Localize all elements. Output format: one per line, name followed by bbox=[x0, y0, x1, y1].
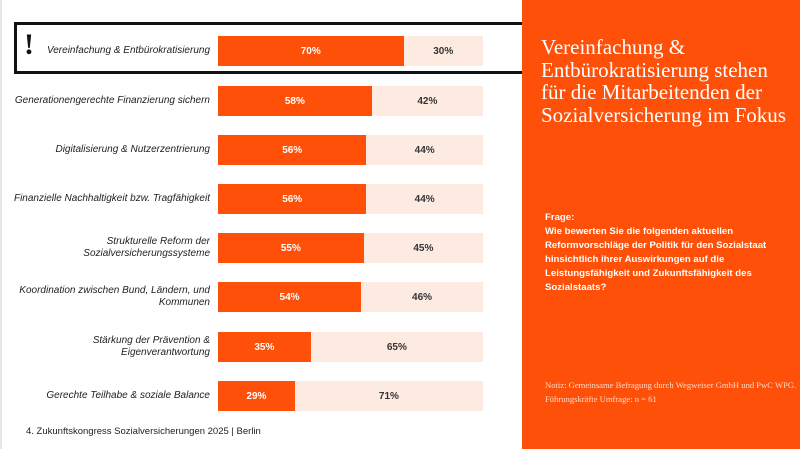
category-label: Vereinfachung & Entbürokratisierung bbox=[46, 44, 210, 56]
stacked-bar: 54% 46% bbox=[218, 282, 483, 312]
bar-segment-primary: 56% bbox=[218, 184, 367, 214]
stacked-bar: 58% 42% bbox=[218, 86, 483, 116]
category-label: Koordination zwischen Bund, Ländern, und… bbox=[19, 284, 210, 309]
category-label: Gerechte Teilhabe & soziale Balance bbox=[46, 389, 210, 401]
category-label: Strukturelle Reform der Sozialversicheru… bbox=[83, 235, 210, 260]
bar-segment-primary: 54% bbox=[218, 282, 362, 312]
info-panel: Vereinfachung & Entbürokratisierung steh… bbox=[522, 0, 800, 449]
bar-segment-secondary: 45% bbox=[363, 233, 483, 263]
bar-row: Finanzielle Nachhaltigkeit bzw. Tragfähi… bbox=[2, 183, 524, 215]
bar-row: Generationengerechte Finanzierung sicher… bbox=[2, 85, 524, 117]
note-text: Notiz: Gemeinsame Befragung durch Wegwei… bbox=[545, 380, 797, 404]
bar-row: Digitalisierung & Nutzerzentrierung 56% 44… bbox=[2, 134, 524, 166]
exclamation-icon: ! bbox=[24, 28, 34, 61]
bar-row: Strukturelle Reform der Sozialversicheru… bbox=[2, 232, 524, 264]
stacked-bar: 70% 30% bbox=[218, 36, 483, 66]
stacked-bar: 56% 44% bbox=[218, 135, 483, 165]
bar-segment-secondary: 42% bbox=[371, 86, 483, 116]
bar-segment-primary: 58% bbox=[218, 86, 372, 116]
stacked-bar: 35% 65% bbox=[218, 332, 483, 362]
bar-segment-secondary: 71% bbox=[294, 381, 483, 411]
stacked-bar: 29% 71% bbox=[218, 381, 483, 411]
category-label: Finanzielle Nachhaltigkeit bzw. Tragfähi… bbox=[13, 192, 210, 204]
category-label: Stärkung der Prävention & Eigenverantwor… bbox=[92, 334, 210, 359]
category-label: Generationengerechte Finanzierung sicher… bbox=[14, 94, 210, 106]
stacked-bar: 55% 45% bbox=[218, 233, 483, 263]
bar-row: Gerechte Teilhabe & soziale Balance 29% 71… bbox=[2, 380, 524, 412]
bar-row: Koordination zwischen Bund, Ländern, und… bbox=[2, 281, 524, 313]
question-text: Wie bewerten Sie die folgenden aktuellen… bbox=[545, 226, 767, 293]
bar-segment-secondary: 44% bbox=[366, 184, 483, 214]
question-label: Frage: bbox=[545, 212, 575, 223]
bar-segment-primary: 55% bbox=[218, 233, 364, 263]
bar-segment-secondary: 65% bbox=[310, 332, 483, 362]
bar-row: Stärkung der Prävention & Eigenverantwor… bbox=[2, 331, 524, 363]
bar-row: Vereinfachung & Entbürokratisierung 70% 30… bbox=[2, 35, 524, 67]
bar-segment-primary: 56% bbox=[218, 135, 367, 165]
question-block: Frage: Wie bewerten Sie die folgenden ak… bbox=[545, 211, 795, 295]
bar-segment-secondary: 44% bbox=[366, 135, 483, 165]
footer-text: 4. Zukunftskongress Sozialversicherungen… bbox=[26, 426, 261, 437]
bar-segment-secondary: 46% bbox=[361, 282, 483, 312]
bar-segment-primary: 35% bbox=[218, 332, 311, 362]
bar-segment-primary: 29% bbox=[218, 381, 295, 411]
bar-segment-primary: 70% bbox=[218, 36, 404, 66]
highlight-box bbox=[14, 22, 524, 74]
category-label: Digitalisierung & Nutzerzentrierung bbox=[55, 143, 210, 155]
panel-title: Vereinfachung & Entbürokratisierung steh… bbox=[541, 35, 786, 127]
stacked-bar: 56% 44% bbox=[218, 184, 483, 214]
chart-area: ! Vereinfachung & Entbürokratisierung 70%… bbox=[0, 0, 524, 449]
bar-segment-secondary: 30% bbox=[403, 36, 483, 66]
